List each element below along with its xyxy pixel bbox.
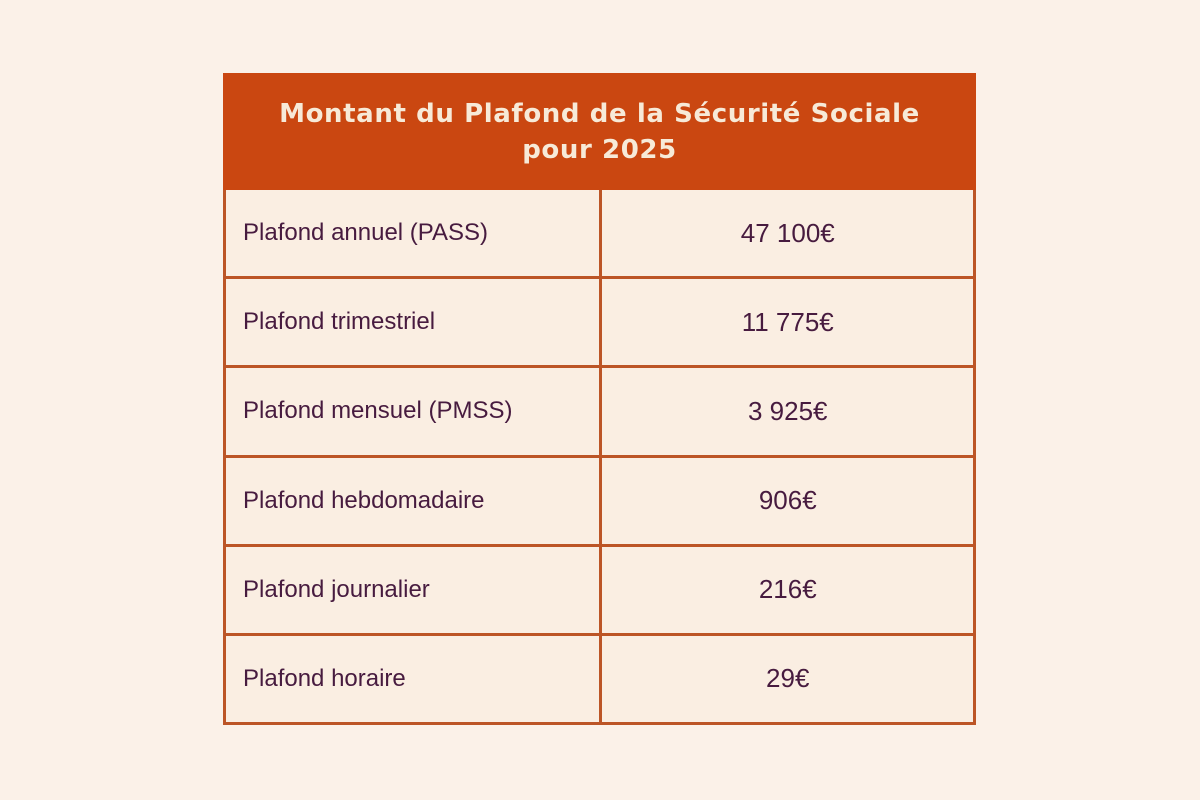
row-label: Plafond horaire [226,635,603,723]
table-row: Plafond journalier 216€ [226,543,973,633]
row-value: 47 100€ [740,217,835,248]
row-label: Plafond mensuel (PMSS) [226,368,603,455]
table-row: Plafond annuel (PASS) 47 100€ [226,190,973,277]
pass-table-card: Montant du Plafond de la Sécurité Social… [223,73,976,725]
row-label: Plafond annuel (PASS) [226,190,603,277]
pass-table: Plafond annuel (PASS) 47 100€ Plafond tr… [223,190,976,725]
row-value: 3 925€ [747,395,828,426]
table-row: Plafond trimestriel 11 775€ [226,276,973,366]
row-value: 29€ [766,663,810,694]
table-row: Plafond mensuel (PMSS) 3 925€ [226,365,973,455]
table-title-line2: pour 2025 [522,134,677,165]
row-label: Plafond journalier [226,546,603,633]
table-row: Plafond horaire 29€ [226,632,973,723]
row-value: 216€ [758,574,817,605]
row-value: 11 775€ [741,306,834,337]
table-title-line1: Montant du Plafond de la Sécurité Social… [279,98,920,129]
row-label: Plafond hebdomadaire [226,457,603,544]
table-row: Plafond hebdomadaire 906€ [226,454,973,544]
row-value: 906€ [758,485,817,516]
table-title-header: Montant du Plafond de la Sécurité Social… [223,73,976,190]
row-label: Plafond trimestriel [226,279,603,366]
